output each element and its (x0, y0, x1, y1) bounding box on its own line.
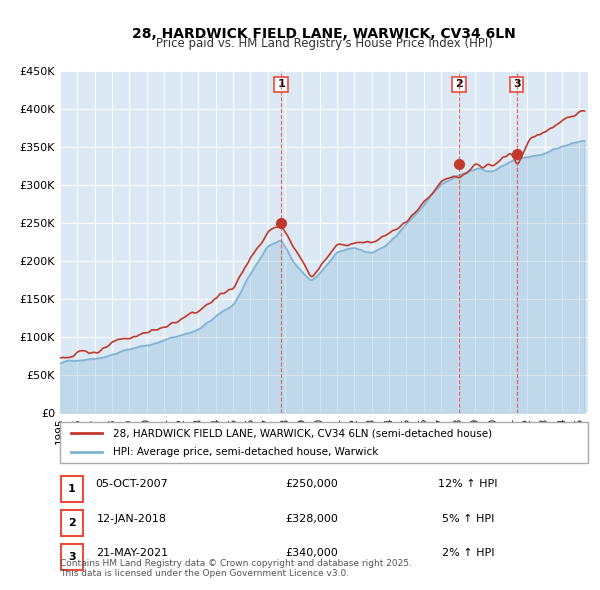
Text: 3: 3 (513, 80, 521, 89)
Text: Contains HM Land Registry data © Crown copyright and database right 2025.
This d: Contains HM Land Registry data © Crown c… (60, 559, 412, 578)
Text: 28, HARDWICK FIELD LANE, WARWICK, CV34 6LN (semi-detached house): 28, HARDWICK FIELD LANE, WARWICK, CV34 6… (113, 428, 492, 438)
Text: HPI: Average price, semi-detached house, Warwick: HPI: Average price, semi-detached house,… (113, 447, 378, 457)
Text: 2: 2 (455, 80, 463, 89)
Text: 2: 2 (68, 518, 76, 528)
FancyBboxPatch shape (61, 544, 83, 571)
Text: 12-JAN-2018: 12-JAN-2018 (97, 514, 167, 524)
Text: 28, HARDWICK FIELD LANE, WARWICK, CV34 6LN: 28, HARDWICK FIELD LANE, WARWICK, CV34 6… (132, 27, 516, 41)
FancyBboxPatch shape (60, 422, 588, 463)
Text: 21-MAY-2021: 21-MAY-2021 (96, 548, 168, 558)
Text: 05-OCT-2007: 05-OCT-2007 (95, 480, 169, 490)
FancyBboxPatch shape (61, 510, 83, 536)
Text: 1: 1 (68, 484, 76, 494)
Text: £250,000: £250,000 (286, 480, 338, 490)
Text: 12% ↑ HPI: 12% ↑ HPI (438, 480, 498, 490)
Text: 1: 1 (277, 80, 285, 89)
Text: £328,000: £328,000 (286, 514, 338, 524)
Text: 5% ↑ HPI: 5% ↑ HPI (442, 514, 494, 524)
Text: 2% ↑ HPI: 2% ↑ HPI (442, 548, 494, 558)
FancyBboxPatch shape (61, 476, 83, 502)
Text: Price paid vs. HM Land Registry's House Price Index (HPI): Price paid vs. HM Land Registry's House … (155, 37, 493, 50)
Text: £340,000: £340,000 (286, 548, 338, 558)
Text: 3: 3 (68, 552, 76, 562)
